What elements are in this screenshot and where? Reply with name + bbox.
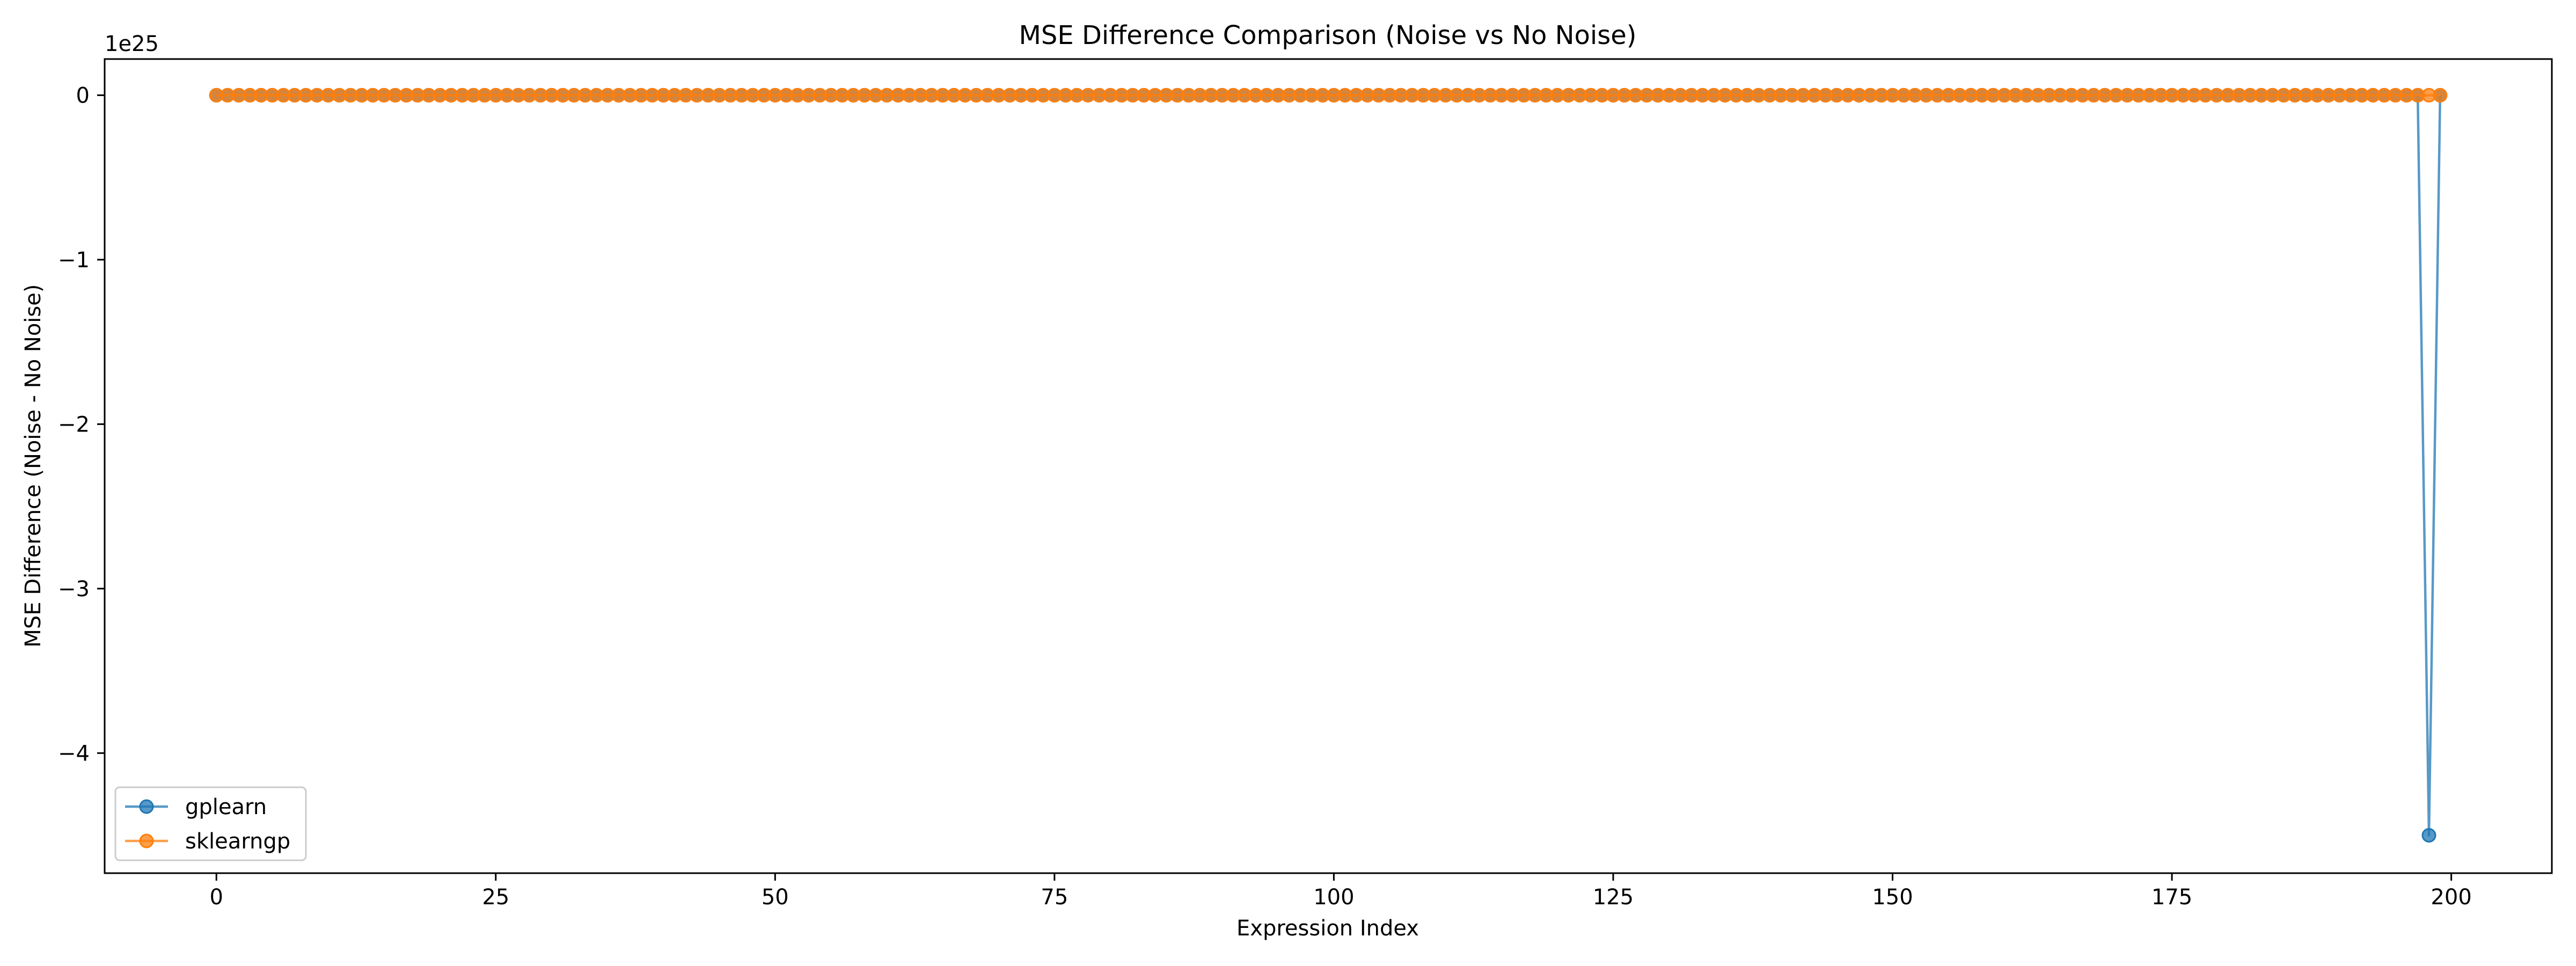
y-tick-label: −2: [58, 412, 90, 437]
x-tick-label: 0: [209, 885, 223, 910]
legend-item-gplearn: gplearn: [125, 795, 267, 819]
x-tick-label: 100: [1313, 885, 1354, 910]
y-tick-label: −4: [58, 741, 90, 766]
y-tick-label: −1: [58, 248, 90, 273]
y-offset-label: 1e25: [105, 32, 159, 56]
x-tick-label: 150: [1872, 885, 1913, 910]
x-tick-label: 50: [762, 885, 789, 910]
legend: gplearn sklearngp: [114, 786, 307, 861]
x-tick-label: 200: [2431, 885, 2471, 910]
legend-marker: [139, 833, 154, 848]
x-tick-label: 75: [1041, 885, 1068, 910]
legend-label: sklearngp: [185, 829, 290, 854]
x-tick-label: 175: [2151, 885, 2192, 910]
y-tick-label: −3: [58, 577, 90, 602]
chart-title: MSE Difference Comparison (Noise vs No N…: [1019, 20, 1636, 50]
plot-frame: [104, 58, 2553, 874]
x-axis-label: Expression Index: [1236, 916, 1419, 941]
x-tick-label: 25: [482, 885, 509, 910]
y-axis-label: MSE Difference (Noise - No Noise): [21, 284, 46, 648]
data-point: [2433, 87, 2448, 103]
legend-label: gplearn: [185, 795, 267, 819]
axes-layer: 0 25 50 75 100 125 150 175 200 0 −1 −2 −3 −4: [58, 83, 2472, 910]
legend-item-sklearngp: sklearngp: [125, 829, 290, 854]
x-tick-label: 125: [1593, 885, 1634, 910]
data-point: [2421, 828, 2436, 843]
legend-marker: [139, 799, 154, 814]
series-layer: [209, 87, 2448, 843]
series-sklearngp: [209, 87, 2448, 103]
y-tick-label: 0: [76, 83, 90, 108]
